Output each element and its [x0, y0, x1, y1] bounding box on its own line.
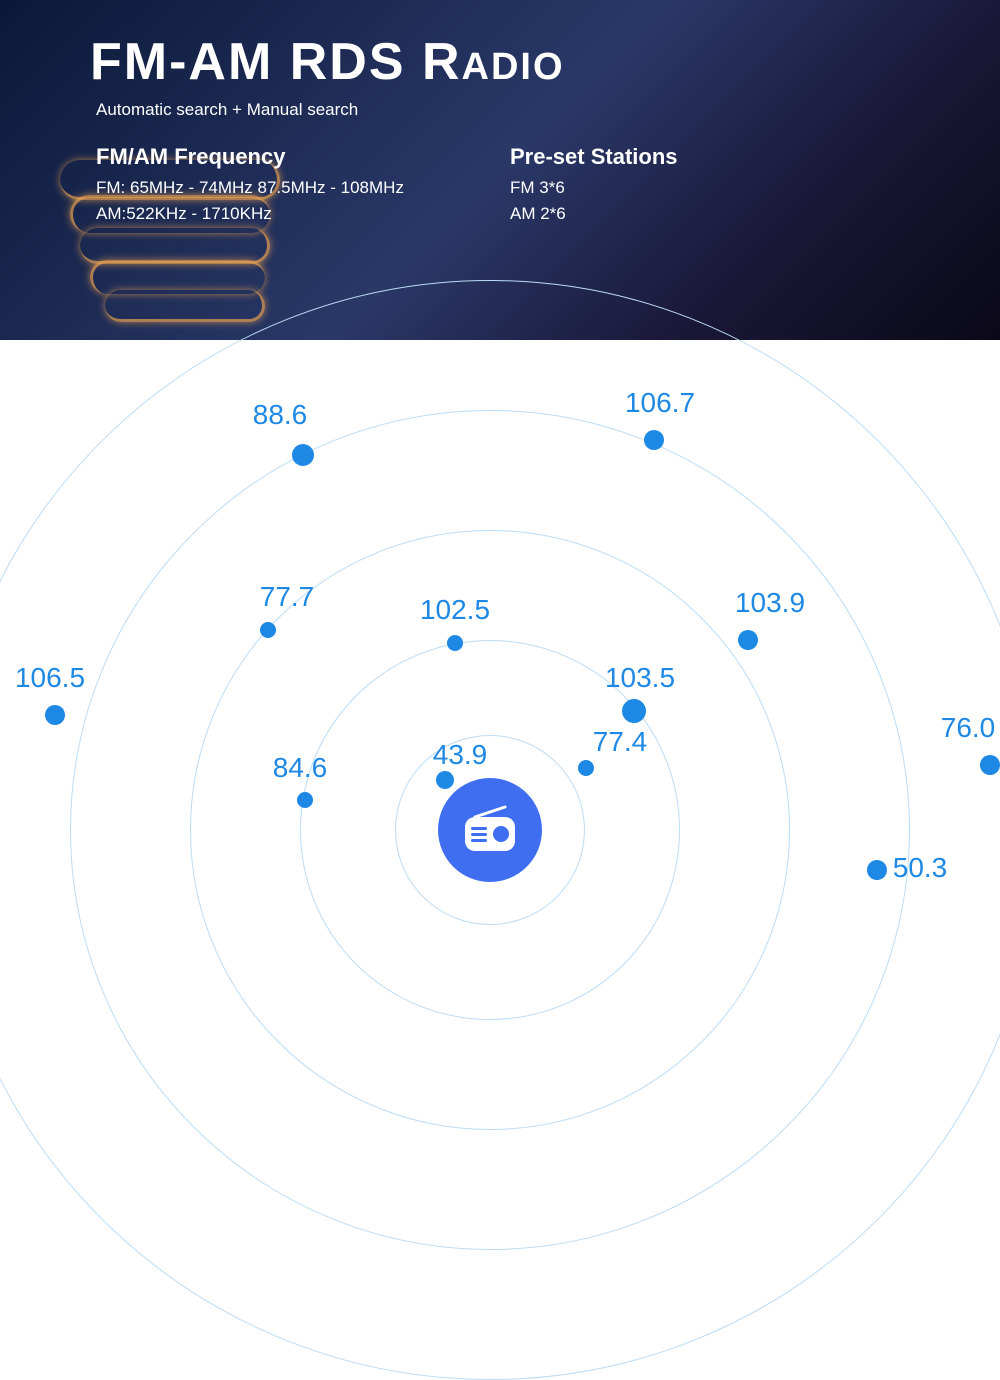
station-dot: [980, 755, 1000, 775]
radio-icon: [438, 778, 542, 882]
station-dot: [622, 699, 646, 723]
preset-line-2: AM 2*6: [510, 204, 566, 224]
station-label: 102.5: [420, 594, 490, 626]
station-label: 103.9: [735, 587, 805, 619]
station-dot: [436, 771, 454, 789]
station-dot: [292, 444, 314, 466]
station-label: 88.6: [253, 399, 308, 431]
station-label: 77.4: [593, 726, 648, 758]
title-main: FM-AM RDS R: [90, 33, 462, 91]
station-label: 76.0: [941, 712, 996, 744]
station-label: 106.7: [625, 387, 695, 419]
preset-line-1: FM 3*6: [510, 178, 565, 198]
subtitle: Automatic search + Manual search: [96, 100, 358, 120]
freq-line-2: AM:522KHz - 1710KHz: [96, 204, 272, 224]
freq-heading: FM/AM Frequency: [96, 144, 285, 170]
station-label: 84.6: [273, 752, 328, 784]
station-dot: [447, 635, 463, 651]
station-dot: [45, 705, 65, 725]
page-title: FM-AM RDS RADIO: [90, 32, 565, 92]
station-label: 77.7: [260, 581, 315, 613]
station-label: 106.5: [15, 662, 85, 694]
station-dot: [578, 760, 594, 776]
preset-heading: Pre-set Stations: [510, 144, 678, 170]
station-label: 43.9: [433, 739, 488, 771]
freq-line-1: FM: 65MHz - 74MHz 87.5MHz - 108MHz: [96, 178, 404, 198]
radar-diagram: 43.9 102.5 103.5 77.4 77.7 103.9 84.6 88.6 106.7…: [0, 300, 1000, 1000]
station-dot: [297, 792, 313, 808]
title-tail: ADIO: [462, 46, 565, 88]
station-dot: [738, 630, 758, 650]
station-label: 50.3: [893, 852, 948, 884]
station-dot: [260, 622, 276, 638]
station-dot: [644, 430, 664, 450]
station-label: 103.5: [605, 662, 675, 694]
station-dot: [867, 860, 887, 880]
